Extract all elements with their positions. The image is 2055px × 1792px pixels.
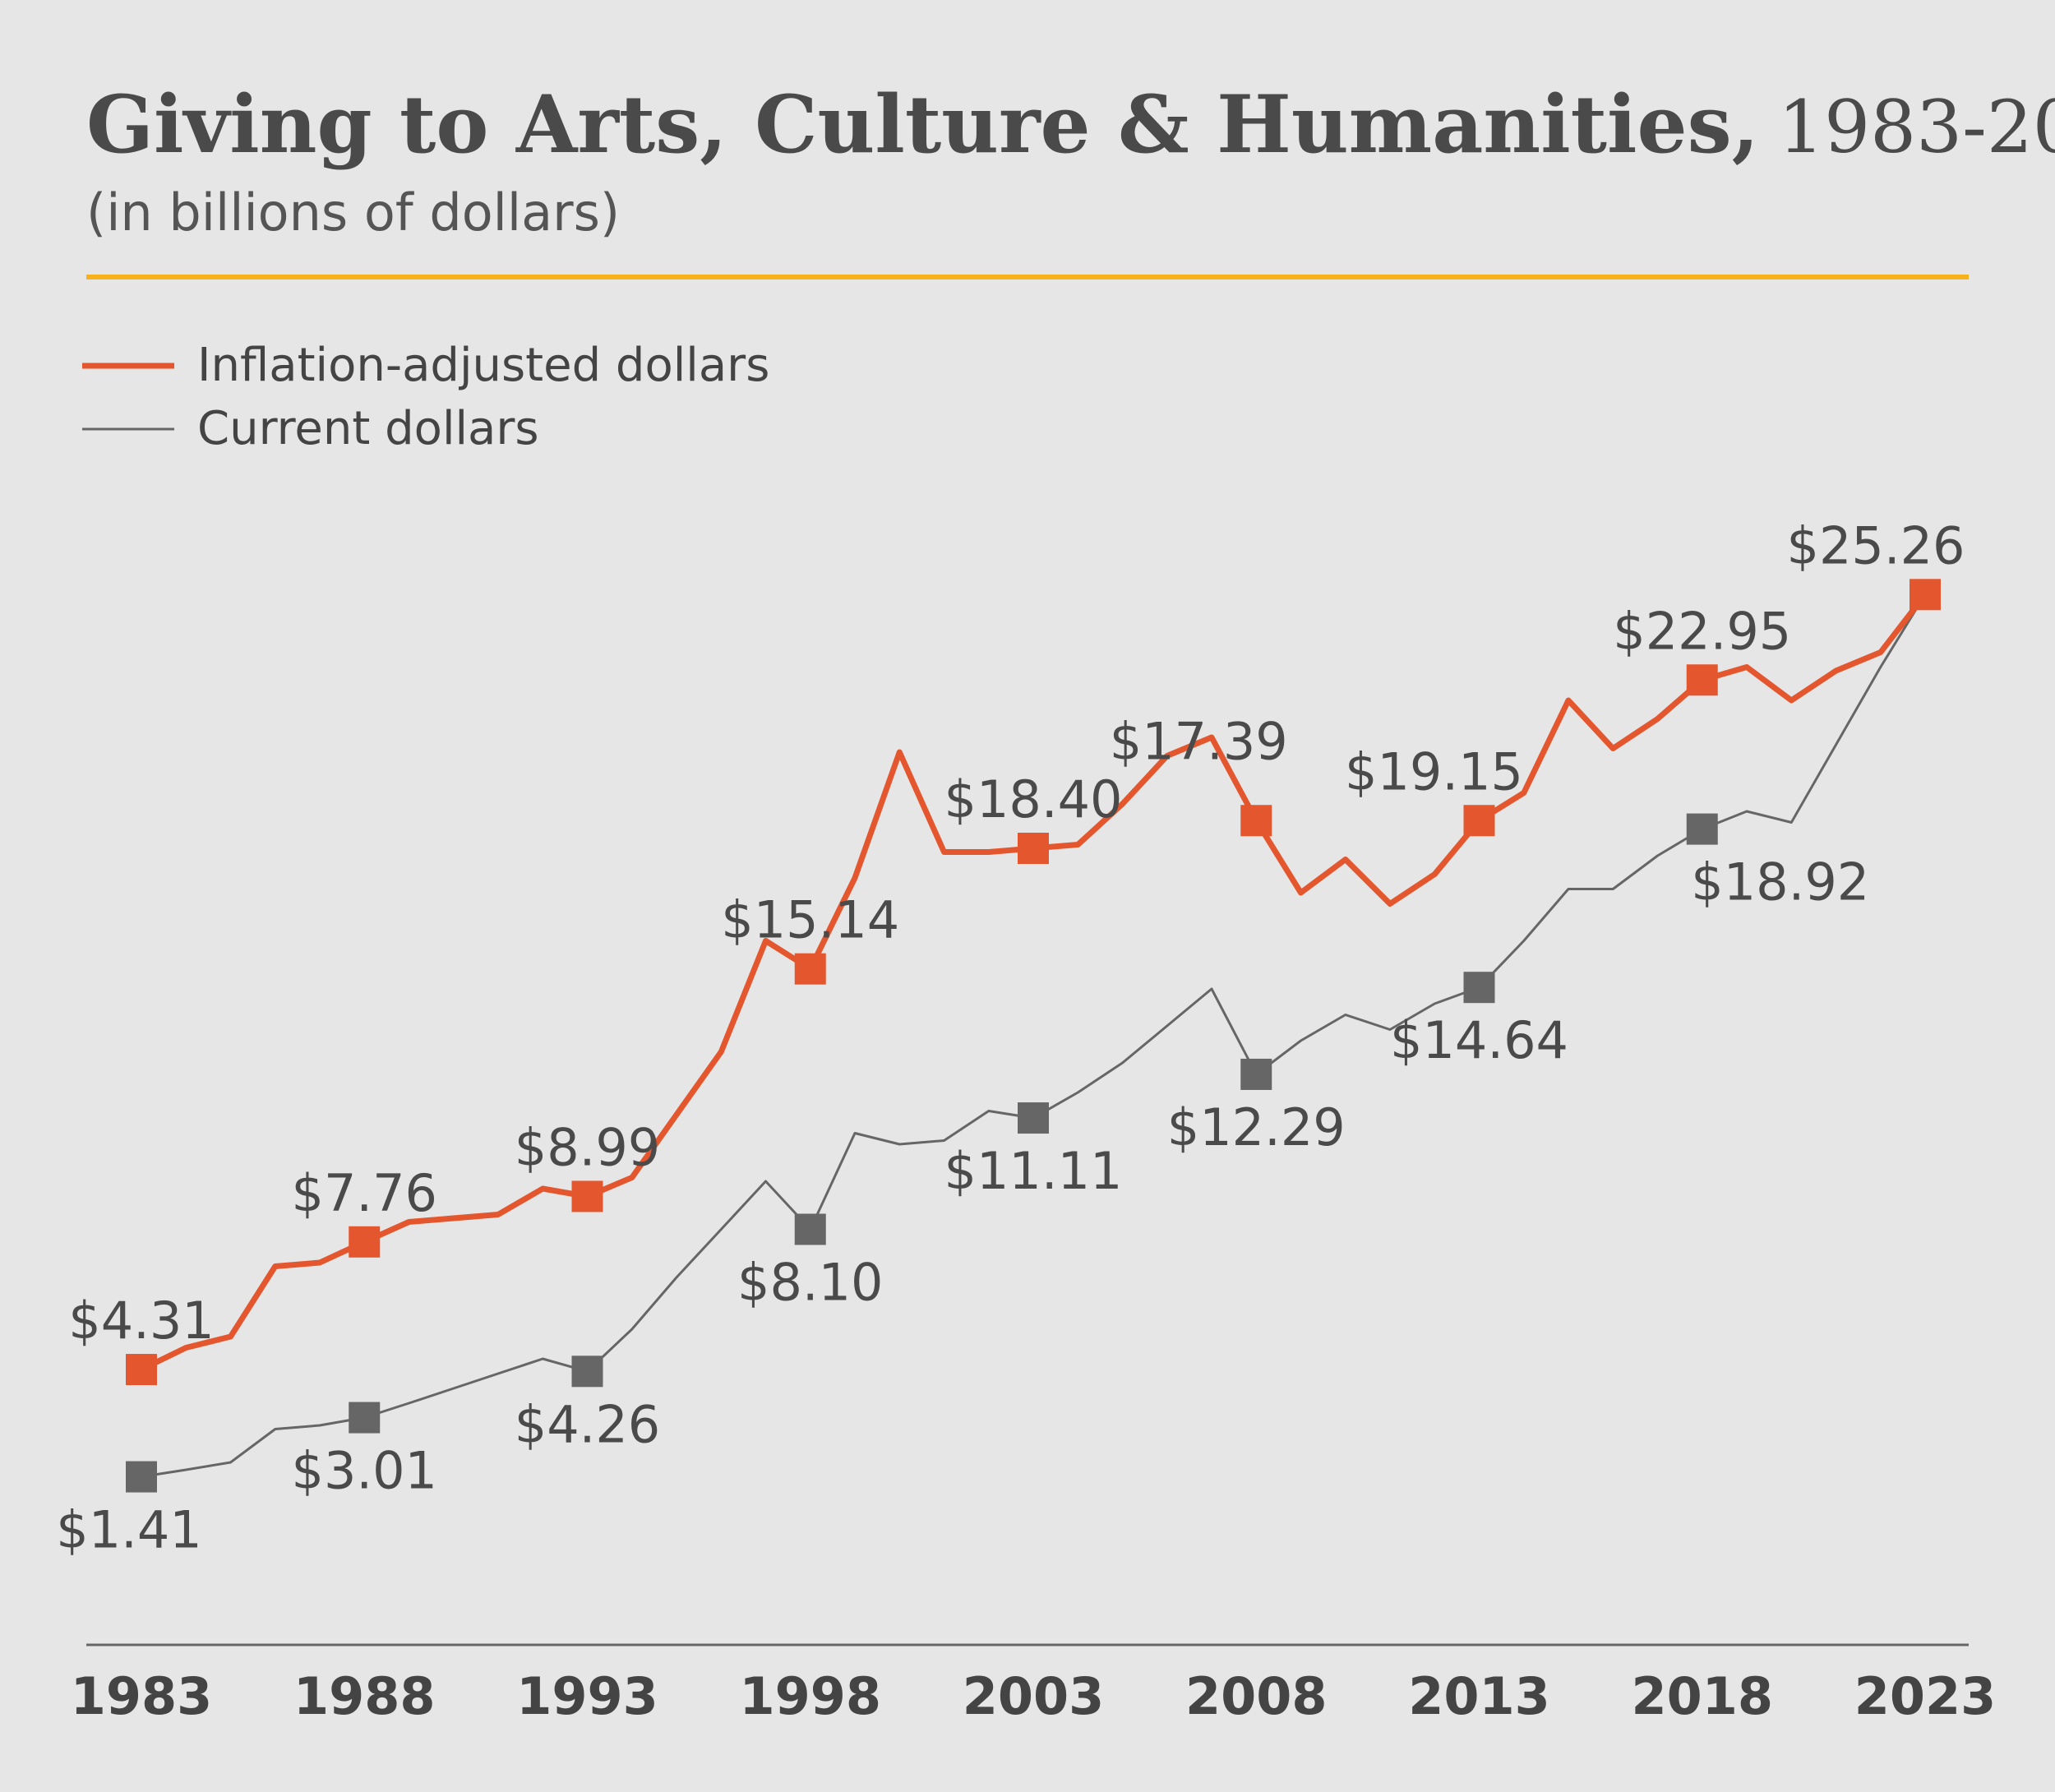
marker-inflation-1998 (794, 953, 826, 985)
x-tick-2013: 2013 (1408, 1666, 1550, 1726)
x-tick-1998: 1998 (739, 1666, 881, 1726)
marker-inflation-1993 (571, 1180, 603, 1212)
data-label-current-2018: $18.92 (1691, 852, 1869, 912)
x-tick-1988: 1988 (293, 1666, 436, 1726)
series-line-current (141, 593, 1927, 1478)
chart-title-years: 1983-2023 (1778, 85, 2055, 169)
data-label-current-1998: $8.10 (737, 1253, 884, 1313)
marker-inflation-1988 (349, 1226, 381, 1258)
marker-inflation-2023 (1910, 579, 1941, 611)
x-tick-1983: 1983 (71, 1666, 213, 1726)
legend-label-inflation: Inflation-adjusted dollars (197, 339, 769, 392)
data-label-current-2003: $11.11 (944, 1141, 1123, 1201)
data-label-inflation-1998: $15.14 (721, 890, 899, 950)
data-label-inflation-1983: $4.31 (68, 1291, 215, 1351)
data-label-inflation-2013: $19.15 (1345, 741, 1523, 801)
data-label-inflation-2018: $22.95 (1613, 601, 1791, 661)
data-label-current-1983: $1.41 (56, 1500, 202, 1560)
marker-current-2018 (1686, 813, 1718, 845)
data-label-inflation-2008: $17.39 (1110, 711, 1288, 771)
marker-current-2008 (1240, 1058, 1272, 1090)
marker-current-1983 (126, 1461, 157, 1493)
marker-inflation-2008 (1240, 805, 1272, 837)
chart-title: Giving to Arts, Culture & Humanities, 19… (86, 78, 2055, 171)
legend-label-current: Current dollars (197, 402, 539, 455)
data-label-current-1988: $3.01 (292, 1441, 438, 1501)
x-tick-2023: 2023 (1854, 1666, 1997, 1726)
series-line-inflation (140, 593, 1928, 1373)
label-layer: $1.41 $3.01 $4.26 $8.10 $11.11 $12.29 $14.64 $1… (56, 515, 1965, 1559)
marker-current-1998 (794, 1213, 826, 1245)
x-tick-2003: 2003 (963, 1666, 1105, 1726)
x-tick-2018: 2018 (1631, 1666, 1773, 1726)
marker-layer (126, 579, 1941, 1493)
marker-inflation-2013 (1463, 805, 1495, 837)
marker-current-1988 (349, 1402, 381, 1434)
marker-current-2003 (1018, 1102, 1049, 1134)
marker-current-1993 (571, 1356, 603, 1388)
chart-subtitle: (in billions of dollars) (86, 182, 620, 242)
marker-current-2013 (1463, 972, 1495, 1004)
x-tick-2008: 2008 (1185, 1666, 1328, 1726)
data-label-current-2008: $12.29 (1167, 1097, 1346, 1157)
data-label-inflation-2003: $18.40 (944, 769, 1123, 829)
x-tick-1993: 1993 (516, 1666, 658, 1726)
data-label-current-1993: $4.26 (515, 1394, 661, 1454)
marker-inflation-1983 (126, 1354, 157, 1386)
data-label-inflation-2023: $25.26 (1787, 515, 1965, 575)
x-ticks: 1983 1988 1993 1998 2003 2008 2013 2018 2023 (71, 1666, 1997, 1726)
series-layer (140, 593, 1928, 1478)
marker-inflation-2003 (1018, 833, 1049, 864)
data-label-inflation-1993: $8.99 (515, 1117, 661, 1177)
marker-inflation-2018 (1686, 664, 1718, 696)
data-label-inflation-1988: $7.76 (292, 1163, 438, 1223)
chart-title-main: Giving to Arts, Culture & Humanities, (86, 78, 1759, 171)
data-label-current-2013: $14.64 (1390, 1010, 1568, 1070)
